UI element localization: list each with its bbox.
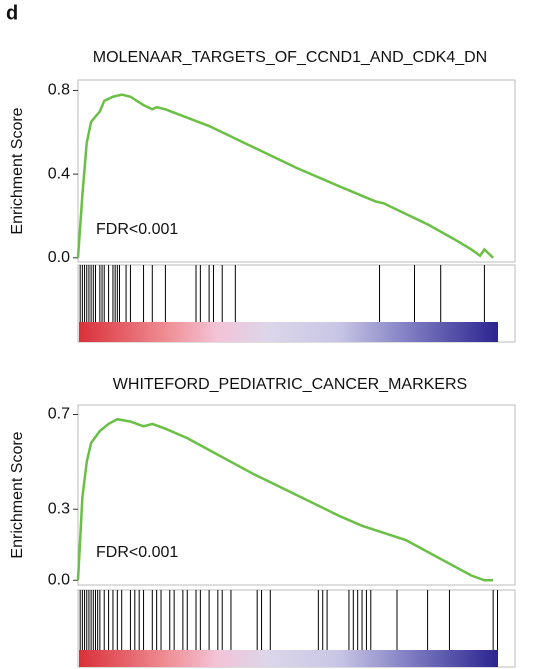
y-tick-label: 0.4 — [48, 165, 70, 182]
y-tick-label: 0.0 — [48, 249, 70, 266]
enrichment-line — [76, 417, 494, 582]
plot-frame — [77, 79, 516, 263]
chart-title: WHITEFORD_PEDIATRIC_CANCER_MARKERS — [113, 376, 467, 393]
panel-label: d — [6, 2, 18, 24]
annotation: FDR<0.001 — [96, 221, 178, 238]
rank-bar — [79, 322, 498, 342]
chart-title: MOLENAAR_TARGETS_OF_CCND1_AND_CDK4_DN — [93, 49, 487, 66]
y-tick-label: 0.8 — [48, 82, 70, 99]
enrichment-line — [76, 93, 495, 259]
y-tick-label: 0.3 — [48, 500, 70, 517]
y-tick-label: 0.0 — [48, 571, 70, 588]
y-axis-label: Enrichment Score — [9, 431, 26, 558]
rank-bar — [79, 650, 498, 667]
annotation: FDR<0.001 — [96, 544, 178, 561]
plot-frame — [77, 404, 516, 586]
y-axis-label: Enrichment Score — [9, 107, 26, 234]
y-tick-label: 0.7 — [48, 406, 70, 423]
